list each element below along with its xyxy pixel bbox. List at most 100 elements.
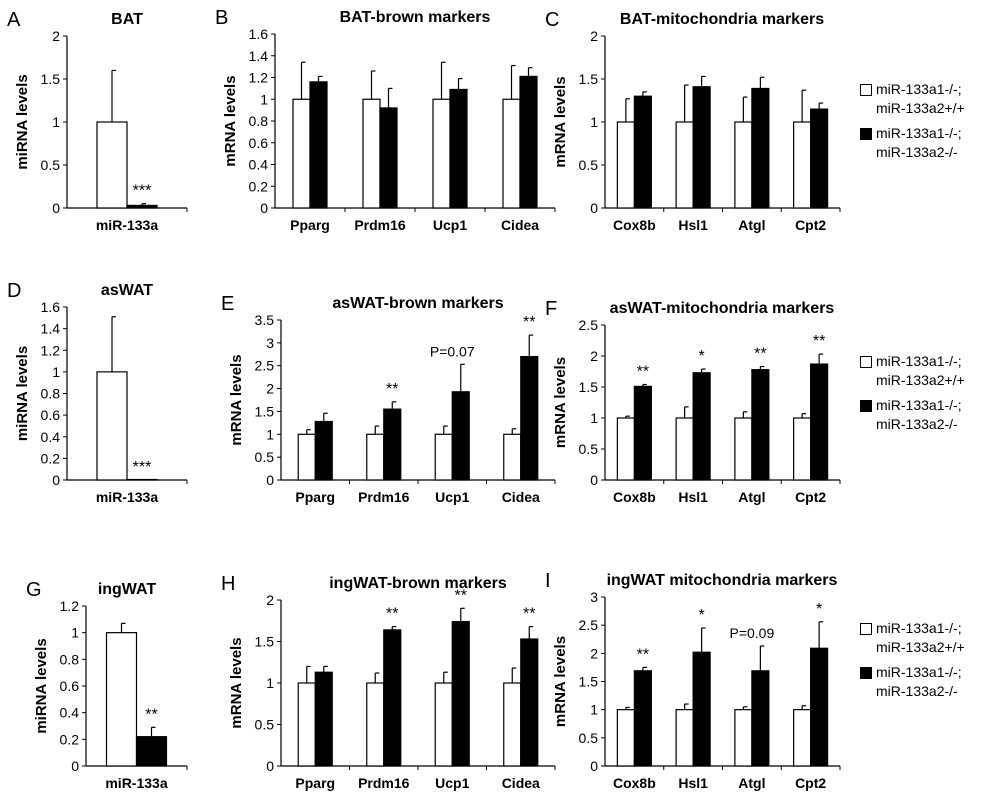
chart-title: BAT-mitochondria markers [620, 11, 824, 28]
y-tick-label: 1.2 [60, 598, 80, 614]
y-tick-label: 0 [260, 200, 268, 216]
x-tick-label: Hsl1 [678, 217, 708, 233]
panel-letter: A [7, 9, 21, 31]
bar-knockout [135, 736, 168, 767]
x-tick-label: Atgl [738, 775, 765, 791]
y-tick-label: 0.5 [579, 730, 599, 746]
bar-control [292, 98, 311, 209]
y-tick-label: 1 [260, 91, 268, 107]
y-tick-label: 0.2 [41, 450, 61, 466]
legend-swatch-filled [860, 400, 872, 412]
panel-letter: C [545, 9, 559, 31]
y-tick-label: 0.2 [60, 731, 80, 747]
y-tick-label: 1.5 [579, 71, 599, 87]
x-tick-label: Cidea [502, 775, 540, 791]
x-tick-label: miR-133a [96, 489, 158, 505]
x-tick-label: Atgl [738, 217, 765, 233]
bar-knockout [520, 355, 539, 481]
y-tick-label: 1.6 [249, 26, 269, 42]
bar-control [616, 417, 635, 481]
bar-control [675, 709, 694, 767]
chart-title: BAT [111, 11, 143, 28]
chart-title: asWAT-mitochondria markers [610, 300, 835, 317]
bar-control [734, 121, 753, 209]
bar-control [96, 121, 128, 209]
x-tick-label: Ucp1 [433, 217, 467, 233]
bar-control [616, 709, 635, 767]
panel-letter: G [26, 579, 42, 601]
y-tick-label: 0 [590, 200, 598, 216]
x-tick-label: Cidea [502, 489, 540, 505]
bar-knockout [520, 638, 539, 767]
legend-item-knockout: miR-133a1-/-; miR-133a2-/- [860, 663, 965, 701]
bar-control [503, 682, 522, 767]
bar-control [675, 417, 694, 481]
bar-knockout [126, 204, 158, 209]
bar-knockout [751, 369, 770, 481]
bar-knockout [519, 75, 538, 209]
panel-letter: F [545, 298, 557, 320]
bar-control [734, 417, 753, 481]
significance-label: ** [386, 381, 398, 398]
y-tick-label: 0.6 [60, 678, 80, 694]
y-tick-label: 1 [590, 702, 598, 718]
bar-control [734, 709, 753, 767]
panel-letter: D [7, 280, 21, 302]
y-tick-label: 3.5 [255, 312, 275, 328]
y-axis-label: miRNA levels [33, 638, 50, 733]
bar-knockout [383, 408, 402, 481]
y-tick-label: 1 [52, 114, 60, 130]
panel-c: C BAT-mitochondria markers mRNA levels 0 0.5… [545, 9, 841, 233]
bar-control [362, 98, 381, 209]
bar-control [297, 433, 316, 481]
y-tick-label: 0.5 [579, 441, 599, 457]
y-tick-label: 2 [590, 28, 598, 44]
y-tick-label: 1.5 [579, 674, 599, 690]
x-tick-label: miR-133a [96, 217, 158, 233]
y-tick-label: 0 [52, 200, 60, 216]
y-tick-label: 0.2 [249, 178, 269, 194]
x-tick-label: Pparg [295, 489, 335, 505]
bar-knockout [810, 647, 829, 767]
y-tick-label: 2.5 [579, 617, 599, 633]
bar-knockout [309, 81, 328, 209]
x-tick-label: Prdm16 [358, 775, 410, 791]
chart-title: asWAT [101, 282, 153, 299]
y-tick-label: 0 [590, 472, 598, 488]
significance-label: ** [386, 606, 398, 623]
x-tick-label: Hsl1 [678, 775, 708, 791]
x-tick-label: Cpt2 [795, 489, 826, 505]
significance-label: * [699, 607, 705, 624]
y-tick-label: 0.4 [41, 429, 61, 445]
y-tick-label: 2 [590, 645, 598, 661]
y-axis-label: mRNA levels [222, 75, 239, 166]
y-tick-label: 2 [52, 28, 60, 44]
panel-a: A BAT miRNA levels 0 0.5 1 1.5 2 miR-133a *** [7, 9, 188, 233]
x-tick-label: Pparg [290, 217, 330, 233]
y-tick-label: 0.8 [249, 113, 269, 129]
y-tick-label: 1 [52, 364, 60, 380]
x-tick-label: Cox8b [613, 217, 656, 233]
x-tick-label: Cidea [501, 217, 539, 233]
y-tick-label: 0 [266, 758, 274, 774]
bar-control [793, 121, 812, 209]
y-tick-label: 1.2 [41, 342, 61, 358]
y-tick-label: 2.5 [579, 317, 599, 333]
y-tick-label: 1.5 [579, 379, 599, 395]
y-tick-label: 1.4 [249, 48, 269, 64]
bar-knockout [449, 88, 468, 209]
legend-item-control: miR-133a1-/-; miR-133a2+/+ [860, 619, 965, 657]
bar-knockout [379, 107, 398, 209]
significance-label: P=0.09 [729, 625, 774, 641]
significance-label: * [699, 348, 705, 365]
bar-knockout [810, 108, 829, 209]
legend-item-control: miR-133a1-/-; miR-133a2+/+ [860, 80, 965, 118]
significance-label: ** [523, 606, 535, 623]
y-tick-label: 2 [266, 381, 274, 397]
bar-control [366, 433, 385, 481]
significance-label: ** [754, 346, 766, 363]
y-tick-label: 1 [266, 426, 274, 442]
